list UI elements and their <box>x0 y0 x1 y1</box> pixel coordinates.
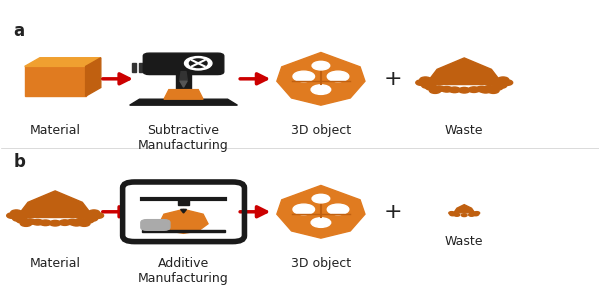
Polygon shape <box>454 205 475 213</box>
Circle shape <box>496 83 507 88</box>
Text: Waste: Waste <box>445 124 484 137</box>
Circle shape <box>473 213 479 216</box>
Circle shape <box>79 221 90 226</box>
Circle shape <box>67 219 79 225</box>
FancyBboxPatch shape <box>141 220 170 230</box>
Circle shape <box>16 217 28 223</box>
Circle shape <box>461 214 467 217</box>
Polygon shape <box>132 63 136 72</box>
Circle shape <box>86 216 98 221</box>
Circle shape <box>74 219 86 224</box>
Circle shape <box>293 204 314 215</box>
Circle shape <box>311 218 331 227</box>
Circle shape <box>441 86 452 92</box>
Circle shape <box>422 83 433 88</box>
Circle shape <box>419 77 431 83</box>
Text: Additive
Manufacturing: Additive Manufacturing <box>138 257 229 285</box>
Circle shape <box>454 214 460 216</box>
Polygon shape <box>178 200 190 205</box>
Circle shape <box>458 87 470 93</box>
Polygon shape <box>164 90 203 99</box>
Text: +: + <box>383 69 402 89</box>
Circle shape <box>449 87 460 93</box>
Polygon shape <box>191 66 208 68</box>
Text: Material: Material <box>29 257 80 270</box>
Text: b: b <box>13 153 25 171</box>
Polygon shape <box>142 230 225 232</box>
Circle shape <box>13 216 24 221</box>
Circle shape <box>92 213 104 218</box>
Polygon shape <box>139 63 143 72</box>
Polygon shape <box>181 209 187 213</box>
Circle shape <box>501 80 512 86</box>
Circle shape <box>32 219 43 225</box>
Polygon shape <box>147 63 151 72</box>
Circle shape <box>11 210 22 216</box>
Circle shape <box>71 220 82 226</box>
Circle shape <box>293 71 314 82</box>
Circle shape <box>312 61 330 70</box>
Circle shape <box>312 194 330 203</box>
Text: a: a <box>13 22 25 40</box>
Polygon shape <box>277 186 365 238</box>
Circle shape <box>450 213 455 216</box>
Circle shape <box>497 77 509 83</box>
Circle shape <box>480 87 491 93</box>
Polygon shape <box>86 58 101 96</box>
Polygon shape <box>154 63 158 72</box>
Circle shape <box>7 213 18 218</box>
Circle shape <box>20 221 32 226</box>
Text: 3D object: 3D object <box>291 257 351 270</box>
Circle shape <box>49 220 61 226</box>
Text: Material: Material <box>29 124 80 137</box>
Polygon shape <box>277 53 365 105</box>
Polygon shape <box>425 58 503 85</box>
Circle shape <box>59 220 71 225</box>
Circle shape <box>40 220 51 226</box>
Polygon shape <box>176 55 191 99</box>
Circle shape <box>474 212 479 214</box>
Circle shape <box>433 86 445 91</box>
Circle shape <box>470 212 475 215</box>
Circle shape <box>425 85 437 90</box>
Polygon shape <box>159 209 208 233</box>
Polygon shape <box>180 81 187 87</box>
Text: 3D object: 3D object <box>291 124 351 137</box>
Polygon shape <box>130 99 238 105</box>
Circle shape <box>185 57 212 70</box>
Circle shape <box>488 88 499 94</box>
Circle shape <box>82 217 94 223</box>
Circle shape <box>327 71 349 82</box>
Text: +: + <box>383 202 402 222</box>
Circle shape <box>24 219 35 224</box>
Circle shape <box>449 212 455 214</box>
Text: Waste: Waste <box>445 235 484 248</box>
FancyBboxPatch shape <box>143 53 224 75</box>
Circle shape <box>190 59 207 68</box>
Polygon shape <box>25 66 86 96</box>
Circle shape <box>476 86 487 92</box>
Circle shape <box>491 85 503 90</box>
Polygon shape <box>25 58 101 66</box>
Circle shape <box>416 80 427 86</box>
Circle shape <box>430 88 441 94</box>
Polygon shape <box>16 191 94 217</box>
Circle shape <box>311 85 331 94</box>
Circle shape <box>484 86 495 91</box>
Circle shape <box>88 210 100 216</box>
Circle shape <box>469 214 475 216</box>
Polygon shape <box>179 72 187 81</box>
Text: Subtractive
Manufacturing: Subtractive Manufacturing <box>138 124 229 152</box>
Circle shape <box>327 204 349 215</box>
FancyBboxPatch shape <box>122 182 244 242</box>
Circle shape <box>468 87 479 92</box>
